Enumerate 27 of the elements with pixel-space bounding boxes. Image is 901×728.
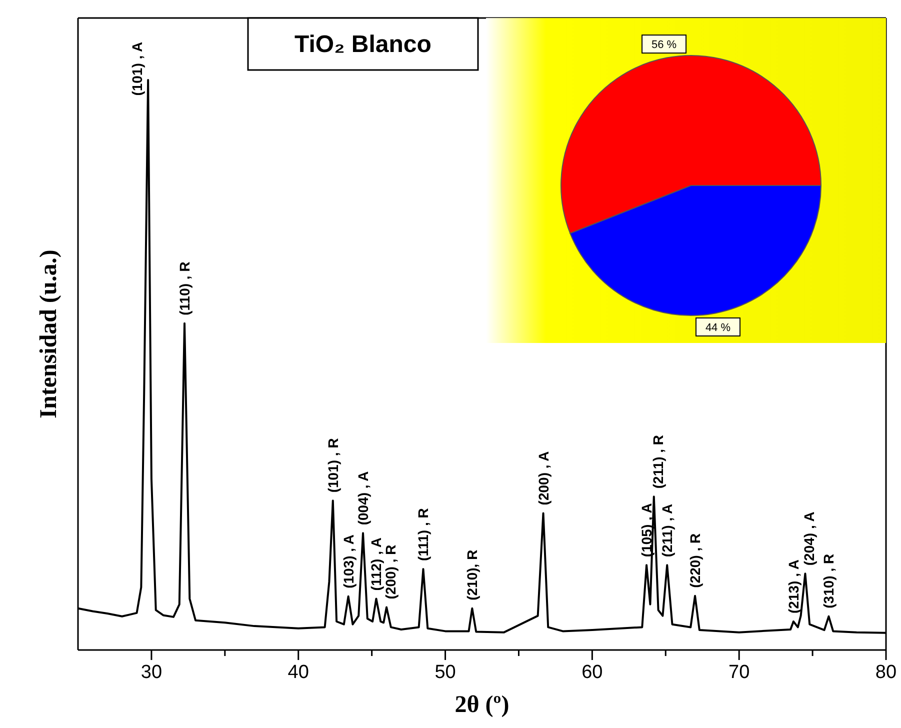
chart-title: TiO₂ Blanco: [294, 31, 432, 58]
x-tick-label: 70: [728, 662, 750, 683]
annotation: (220) , R: [687, 533, 704, 588]
annotation: (310) , R: [820, 554, 837, 608]
annotation: (103) , A: [340, 534, 356, 588]
annotation: (110) , R: [176, 262, 193, 316]
y-axis-title: Intensidad (u.a.): [36, 250, 62, 418]
data-label: 44 %: [705, 322, 731, 334]
annotation: (210), R: [464, 550, 480, 600]
data-label: 56 %: [651, 39, 677, 52]
annotation: (200) , A: [535, 451, 552, 506]
x-tick-label: 60: [582, 662, 603, 683]
annotation: (112) , A: [368, 538, 384, 591]
x-tick-label: 50: [434, 662, 456, 683]
x-axis-title: 2θ (º): [454, 692, 510, 718]
annotation: (004) , A: [355, 471, 372, 526]
annotation: (111) , R: [415, 508, 432, 562]
x-tick-label: 40: [288, 662, 309, 683]
annotation: (213) , A: [785, 560, 802, 614]
x-tick-label: 30: [140, 662, 162, 683]
annotation: (101) , A: [129, 42, 146, 96]
x-tick-label: 80: [875, 662, 897, 683]
annotation: (211) , R: [650, 434, 666, 489]
annotation: (101) , R: [324, 438, 341, 493]
annotation: (211) , A: [659, 504, 676, 558]
annotation: (200) , R: [382, 544, 399, 600]
annotation: (204) , A: [801, 512, 818, 566]
